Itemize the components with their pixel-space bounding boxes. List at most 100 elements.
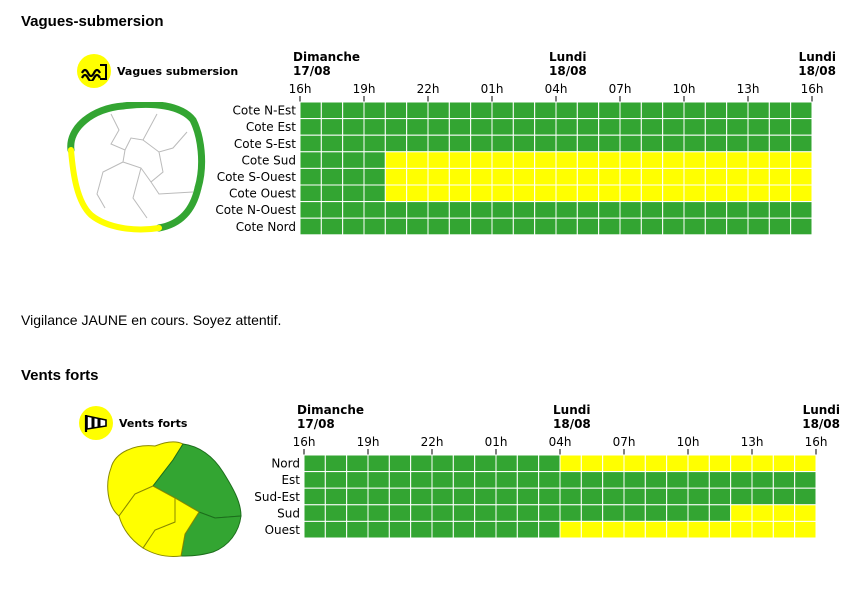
cell-green <box>580 487 604 506</box>
row-label: Sud-Est <box>254 490 300 504</box>
hour-label: 16h <box>805 435 828 449</box>
cell-yellow <box>644 454 668 473</box>
hour-label: 19h <box>353 82 376 96</box>
cell-green <box>644 487 668 506</box>
day-label: Lundi <box>799 50 836 64</box>
vents-badge-label: Vents forts <box>119 416 188 430</box>
row-label: Cote N-Est <box>233 104 297 118</box>
hour-label: 16h <box>289 82 312 96</box>
hour-label: 01h <box>485 435 508 449</box>
row-label: Sud <box>277 506 300 520</box>
zone-ouest <box>118 485 176 549</box>
row-label: Cote Sud <box>242 153 296 167</box>
yellow-coast-segment <box>68 147 162 233</box>
cell-green <box>452 504 476 522</box>
cell-green <box>495 487 518 506</box>
cell-green <box>794 487 817 506</box>
row-label: Ouest <box>265 523 301 537</box>
cell-yellow <box>772 454 796 473</box>
waves-icon <box>77 54 111 88</box>
cell-green <box>367 504 390 522</box>
cell-green <box>772 487 796 506</box>
cell-green <box>367 471 390 489</box>
date-label: 18/08 <box>549 64 587 78</box>
row-label: Cote S-Ouest <box>217 170 297 184</box>
cell-yellow <box>580 454 604 473</box>
section-title-vagues: Vagues-submersion <box>21 13 164 30</box>
reunion-wind-map <box>107 441 242 557</box>
row-label: Nord <box>271 457 300 471</box>
hour-label: 04h <box>549 435 572 449</box>
cell-green <box>452 471 476 489</box>
cell-green <box>772 471 796 489</box>
hour-label: 19h <box>357 435 380 449</box>
cell-green <box>666 504 689 522</box>
hour-label: 16h <box>801 82 824 96</box>
row-label: Cote Ouest <box>229 187 296 201</box>
cell-green <box>516 504 540 522</box>
cell-green <box>730 487 753 506</box>
cell-green <box>687 504 710 522</box>
date-label: 18/08 <box>802 417 840 431</box>
cell-green <box>538 487 561 506</box>
cell-green <box>516 471 540 489</box>
cell-green <box>367 454 390 473</box>
cell-yellow <box>559 454 582 473</box>
hour-label: 10h <box>673 82 696 96</box>
cell-green <box>730 471 753 489</box>
cell-green <box>388 454 412 473</box>
hour-label: 01h <box>481 82 504 96</box>
cell-green <box>346 487 369 506</box>
cell-green <box>346 471 369 489</box>
cell-green <box>452 454 476 473</box>
cell-yellow <box>623 520 646 539</box>
cell-green <box>410 454 433 473</box>
cell-yellow <box>772 520 796 539</box>
cell-yellow <box>602 454 625 473</box>
cell-green <box>410 487 433 506</box>
vents-badge: Vents forts <box>79 406 187 440</box>
cell-green <box>303 504 326 522</box>
cell-yellow <box>794 504 817 522</box>
windsock-icon <box>79 406 113 440</box>
green-coast-segment <box>67 102 206 192</box>
cell-green <box>410 520 433 539</box>
cell-green <box>324 520 348 539</box>
hour-label: 04h <box>545 82 568 96</box>
cell-green <box>687 471 710 489</box>
day-label: Dimanche <box>293 50 360 64</box>
cell-green <box>388 520 412 539</box>
cell-green <box>687 487 710 506</box>
section-title-vents: Vents forts <box>21 367 99 384</box>
cell-green <box>623 487 646 506</box>
hour-label: 13h <box>741 435 764 449</box>
cell-green <box>346 504 369 522</box>
reunion-coast-map <box>67 102 206 233</box>
cell-green <box>580 471 604 489</box>
cell-yellow <box>751 454 774 473</box>
cell-green <box>431 471 454 489</box>
cell-green <box>623 471 646 489</box>
cell-green <box>538 520 561 539</box>
cell-yellow <box>730 504 753 522</box>
vigilance-message: Vigilance JAUNE en cours. Soyez attentif… <box>21 312 282 328</box>
hour-label: 13h <box>737 82 760 96</box>
cell-yellow <box>751 504 774 522</box>
cell-green <box>367 520 390 539</box>
cell-green <box>431 487 454 506</box>
cell-green <box>538 471 561 489</box>
cell-yellow <box>602 520 625 539</box>
cell-yellow <box>751 520 774 539</box>
cell-green <box>324 504 348 522</box>
cell-green <box>495 504 518 522</box>
cell-green <box>431 504 454 522</box>
cell-green <box>516 454 540 473</box>
cell-yellow <box>687 454 710 473</box>
cell-yellow <box>580 520 604 539</box>
cell-green <box>516 487 540 506</box>
cell-green <box>431 520 454 539</box>
zone-nord <box>107 441 184 517</box>
cell-green <box>410 504 433 522</box>
